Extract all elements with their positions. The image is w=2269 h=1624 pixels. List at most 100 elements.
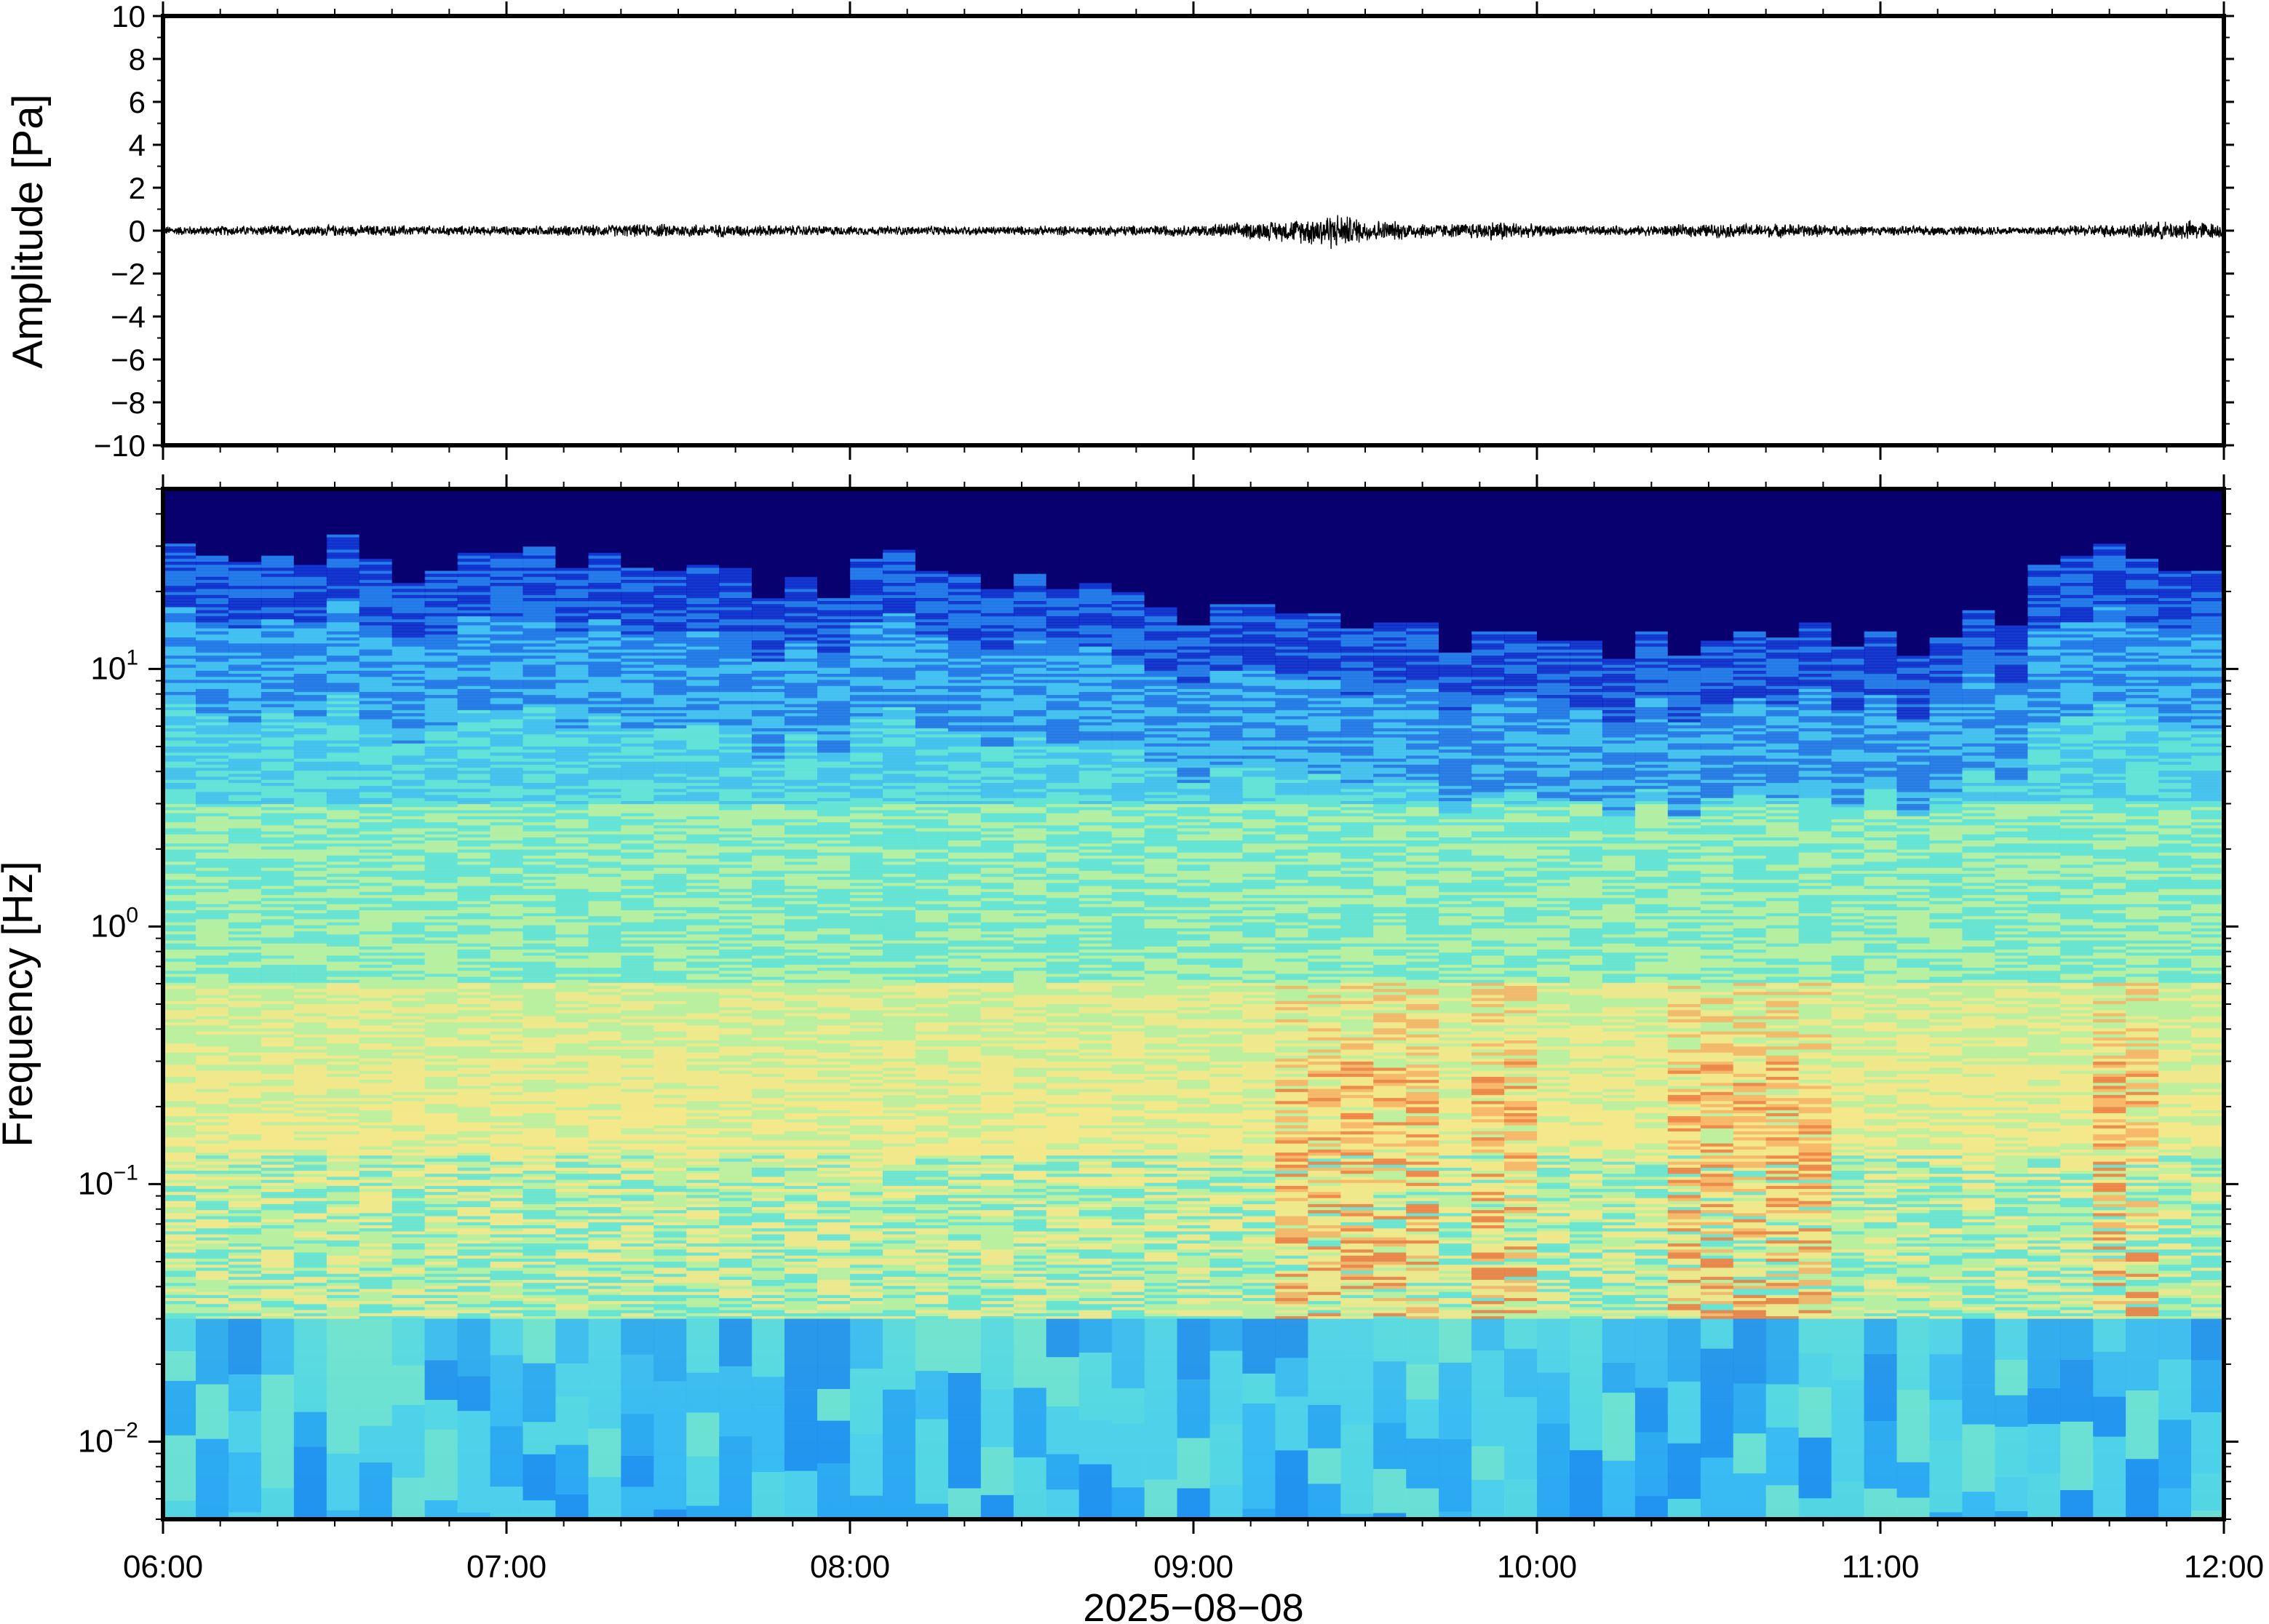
spectrogram-cell bbox=[555, 1016, 589, 1020]
spectrogram-cell bbox=[293, 1049, 327, 1054]
spectrogram-cell bbox=[588, 870, 622, 875]
spectrogram-cell bbox=[621, 1283, 655, 1286]
spectrogram-cell bbox=[621, 555, 655, 560]
spectrogram-cell bbox=[424, 1067, 458, 1072]
spectrogram-cell bbox=[163, 549, 196, 554]
spectrogram-cell bbox=[163, 1004, 196, 1008]
spectrogram-cell bbox=[522, 1104, 557, 1108]
spectrogram-cell bbox=[228, 1234, 262, 1238]
spectrogram-cell bbox=[424, 646, 458, 650]
spectrogram-cell bbox=[621, 937, 655, 942]
spectrogram-cell bbox=[719, 846, 752, 851]
spectrogram-cell bbox=[163, 925, 196, 929]
spectrogram-cell bbox=[196, 795, 229, 799]
spectrogram-cell bbox=[163, 1294, 196, 1299]
spectrogram-cell bbox=[522, 1134, 557, 1138]
spectrogram-cell bbox=[621, 658, 655, 662]
spectrogram-cell bbox=[326, 1037, 360, 1041]
spectrogram-cell bbox=[392, 1280, 426, 1283]
spectrogram-cell bbox=[522, 986, 557, 990]
spectrogram-cell bbox=[392, 1025, 426, 1029]
spectrogram-cell bbox=[621, 637, 655, 641]
spectrogram-cell bbox=[163, 1010, 196, 1014]
spectrogram-cell bbox=[326, 837, 360, 841]
spectrogram-cell bbox=[621, 1455, 655, 1487]
spectrogram-cell bbox=[359, 1128, 393, 1132]
spectrogram-cell bbox=[228, 797, 262, 802]
spectrogram-cell bbox=[621, 1203, 655, 1208]
spectrogram-cell bbox=[457, 1101, 491, 1105]
spectrogram-cell bbox=[490, 1201, 524, 1205]
spectrogram-cell bbox=[163, 825, 196, 829]
spectrogram-cell bbox=[163, 1062, 196, 1065]
spectrogram-cell bbox=[457, 1031, 491, 1035]
spectrogram-cell bbox=[457, 958, 491, 963]
spectrogram-cell bbox=[490, 1262, 524, 1265]
spectrogram-cell bbox=[686, 525, 720, 529]
spectrogram-cell bbox=[293, 589, 327, 593]
spectrogram-cell bbox=[392, 1174, 426, 1177]
spectrogram-cell bbox=[686, 677, 720, 680]
spectrogram-cell bbox=[359, 1207, 393, 1211]
spectrogram-cell bbox=[588, 625, 622, 629]
spectrogram-cell bbox=[424, 867, 458, 872]
spectrogram-cell bbox=[457, 1025, 491, 1029]
spectrogram-cell bbox=[490, 710, 524, 714]
spectrogram-cell bbox=[457, 1467, 491, 1513]
spectrogram-cell bbox=[261, 1080, 295, 1083]
spectrogram-cell bbox=[457, 1228, 491, 1232]
spectrogram-cell bbox=[228, 922, 262, 926]
spectrogram-cell bbox=[653, 885, 688, 890]
spectrogram-cell bbox=[588, 1112, 622, 1117]
spectrogram-cell bbox=[293, 909, 327, 914]
spectrogram-cell bbox=[261, 995, 295, 999]
spectrogram-cell bbox=[228, 1307, 262, 1311]
spectrogram-cell bbox=[196, 1155, 229, 1159]
spectrogram-cell bbox=[653, 1164, 688, 1169]
spectrogram-cell bbox=[359, 909, 393, 914]
spectrogram-cell bbox=[522, 976, 557, 981]
spectrogram-cell bbox=[326, 1034, 360, 1038]
spectrogram-cell bbox=[293, 646, 327, 650]
spectrogram-cell bbox=[392, 1219, 426, 1223]
spectrogram-cell bbox=[522, 813, 557, 817]
spectrogram-cell bbox=[196, 1301, 229, 1305]
spectrogram-cell bbox=[261, 495, 295, 499]
spectrogram-cell bbox=[261, 1276, 295, 1281]
spectrogram-cell bbox=[621, 1192, 655, 1195]
spectrogram-cell bbox=[424, 688, 458, 693]
spectrogram-cell bbox=[326, 819, 360, 823]
spectrogram-cell bbox=[490, 1291, 524, 1296]
spectrogram-cell bbox=[392, 1116, 426, 1120]
spectrogram-cell bbox=[196, 771, 229, 775]
spectrogram-cell bbox=[359, 674, 393, 677]
spectrogram-cell bbox=[686, 1372, 720, 1413]
spectrogram-cell bbox=[490, 898, 524, 901]
spectrogram-cell bbox=[588, 1304, 622, 1308]
spectrogram-cell bbox=[293, 667, 327, 672]
spectrogram-cell bbox=[293, 898, 327, 901]
spectrogram-cell bbox=[326, 1131, 360, 1135]
spectrogram-cell bbox=[621, 768, 655, 771]
spectrogram-cell bbox=[196, 1179, 229, 1184]
spectrogram-cell bbox=[424, 562, 458, 565]
spectrogram-cell bbox=[163, 513, 196, 517]
spectrogram-cell bbox=[621, 1265, 655, 1268]
spectrogram-cell bbox=[588, 779, 622, 784]
spectrogram-cell bbox=[457, 1070, 491, 1075]
spectrogram-cell bbox=[457, 634, 491, 638]
spectrogram-cell bbox=[424, 576, 458, 581]
spectrogram-cell bbox=[392, 1083, 426, 1087]
spectrogram-cell bbox=[424, 1258, 458, 1262]
spectrogram-cell bbox=[261, 1043, 295, 1047]
spectrogram-cell bbox=[424, 589, 458, 593]
spectrogram-cell bbox=[490, 674, 524, 677]
spectrogram-cell bbox=[621, 1177, 655, 1181]
spectrogram-cell bbox=[457, 834, 491, 838]
spectrogram-cell bbox=[522, 801, 557, 805]
spectrogram-cell bbox=[293, 619, 327, 623]
spectrogram-cell bbox=[196, 1064, 229, 1069]
spectrogram-cell bbox=[686, 755, 720, 760]
spectrogram-cell bbox=[293, 1255, 327, 1259]
spectrogram-cell bbox=[424, 919, 458, 923]
